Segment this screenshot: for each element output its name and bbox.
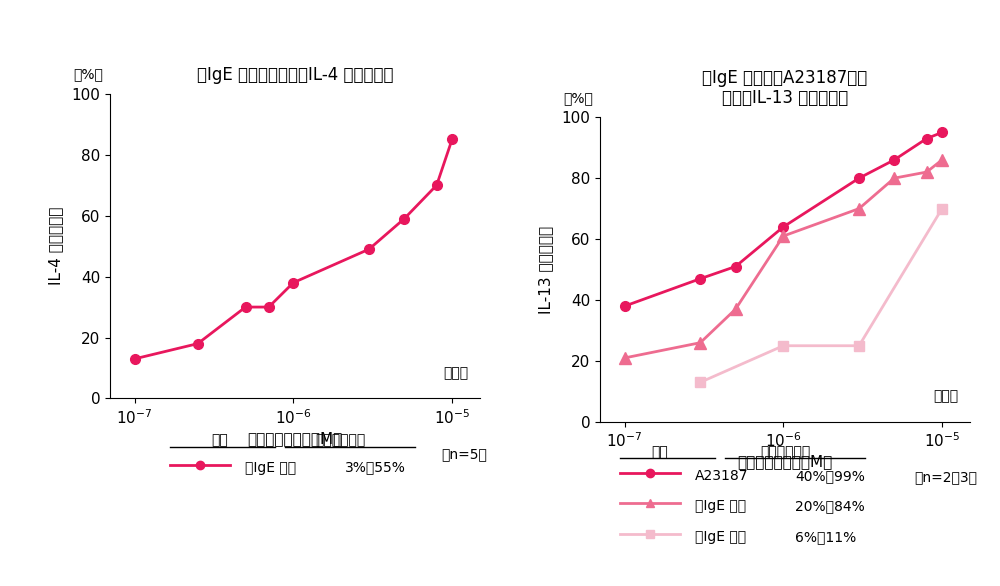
Text: 40%～99%: 40%～99% (795, 469, 865, 483)
Text: 3%～55%: 3%～55% (345, 461, 406, 475)
Y-axis label: IL-13 産生抑制率: IL-13 産生抑制率 (538, 226, 553, 314)
Title: 抗IgE 抗体刺激によるIL-4 産生抑制率: 抗IgE 抗体刺激によるIL-4 産生抑制率 (197, 66, 393, 84)
Text: （%）: （%） (563, 91, 593, 105)
Text: A23187: A23187 (695, 469, 748, 483)
Text: 好塩基球純度: 好塩基球純度 (760, 445, 810, 459)
Text: 好塩基球純度: 好塩基球純度 (315, 434, 365, 448)
X-axis label: デスロラタジン（M）: デスロラタジン（M） (737, 455, 833, 469)
Text: 6%～11%: 6%～11% (795, 530, 856, 544)
Text: （%）: （%） (73, 67, 103, 81)
Text: 20%～84%: 20%～84% (795, 499, 865, 513)
Text: 刺激: 刺激 (652, 445, 668, 459)
Text: 平均値: 平均値 (934, 390, 959, 404)
Text: （n=5）: （n=5） (442, 447, 487, 461)
Text: 抗IgE 抗体: 抗IgE 抗体 (695, 499, 746, 513)
Text: 刺激: 刺激 (212, 434, 228, 448)
X-axis label: デスロラタジン（M）: デスロラタジン（M） (247, 431, 343, 446)
Text: 抗IgE 抗体: 抗IgE 抗体 (245, 461, 296, 475)
Title: 抗IgE 抗体又はA23187刺激
によるIL-13 産生抑制率: 抗IgE 抗体又はA23187刺激 によるIL-13 産生抑制率 (702, 69, 868, 107)
Text: 平均値: 平均値 (444, 366, 469, 380)
Y-axis label: IL-4 産生抑制率: IL-4 産生抑制率 (48, 207, 63, 285)
Text: （n=2～3）: （n=2～3） (914, 471, 977, 485)
Text: 抗IgE 抗体: 抗IgE 抗体 (695, 530, 746, 544)
